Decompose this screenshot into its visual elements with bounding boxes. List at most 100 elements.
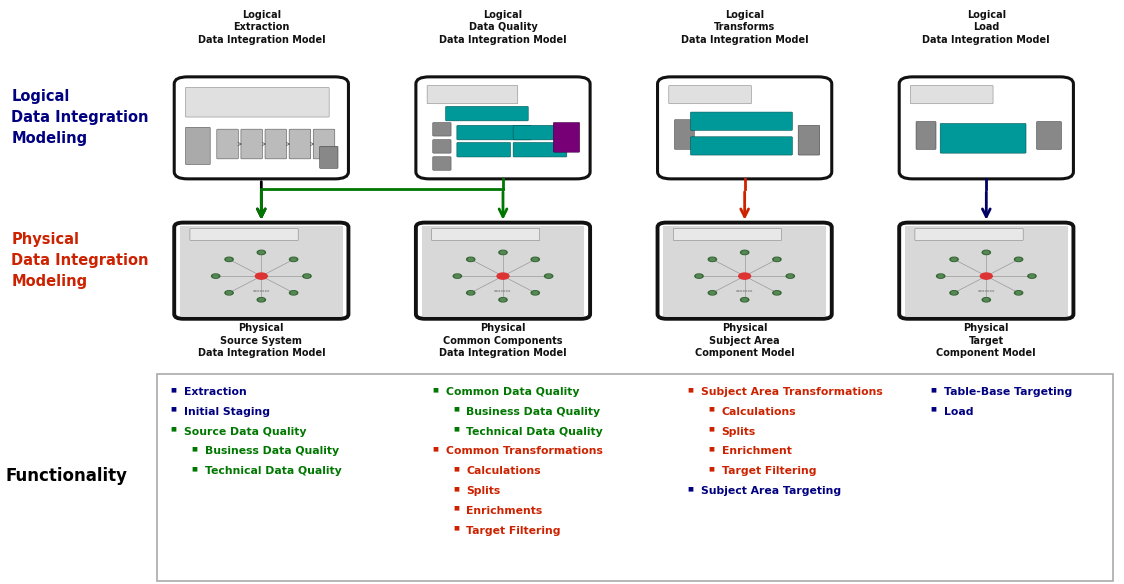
Circle shape <box>708 257 716 262</box>
Text: xxxxxxx: xxxxxxx <box>978 289 995 293</box>
FancyBboxPatch shape <box>514 142 566 157</box>
FancyBboxPatch shape <box>416 223 590 319</box>
Text: ■: ■ <box>191 446 197 451</box>
Circle shape <box>500 251 506 253</box>
Circle shape <box>305 275 309 277</box>
Text: xxxxxxx: xxxxxxx <box>495 289 511 293</box>
Circle shape <box>697 275 701 277</box>
Circle shape <box>302 274 311 278</box>
FancyBboxPatch shape <box>916 121 936 150</box>
Circle shape <box>788 275 792 277</box>
Circle shape <box>708 291 716 295</box>
Circle shape <box>499 298 507 302</box>
Text: ■: ■ <box>453 526 459 531</box>
FancyBboxPatch shape <box>456 142 510 157</box>
FancyBboxPatch shape <box>553 123 580 152</box>
FancyBboxPatch shape <box>433 123 451 136</box>
Text: Subject Area Targeting: Subject Area Targeting <box>701 486 842 496</box>
Circle shape <box>469 258 473 260</box>
Text: ■: ■ <box>171 426 176 432</box>
Text: Business Data Quality: Business Data Quality <box>205 446 338 457</box>
Text: ■: ■ <box>191 466 197 471</box>
Text: ■: ■ <box>453 486 459 491</box>
Text: Source Data Quality: Source Data Quality <box>184 426 307 437</box>
Circle shape <box>227 258 232 260</box>
Text: Logical
Load
Data Integration Model: Logical Load Data Integration Model <box>923 10 1050 45</box>
Circle shape <box>532 291 540 295</box>
Circle shape <box>453 274 462 278</box>
Text: Common Transformations: Common Transformations <box>446 446 604 457</box>
Circle shape <box>211 274 220 278</box>
Text: ■: ■ <box>708 466 714 471</box>
Circle shape <box>952 258 957 260</box>
Text: Calculations: Calculations <box>466 466 541 476</box>
Circle shape <box>227 291 232 294</box>
Circle shape <box>982 298 990 302</box>
Text: Physical
Subject Area
Component Model: Physical Subject Area Component Model <box>695 324 795 358</box>
Text: Load: Load <box>944 407 973 417</box>
Circle shape <box>742 298 747 301</box>
Text: Initial Staging: Initial Staging <box>184 407 271 417</box>
Text: ■: ■ <box>453 466 459 471</box>
FancyBboxPatch shape <box>433 157 451 171</box>
Text: ■: ■ <box>453 506 459 511</box>
Text: Physical
Source System
Data Integration Model: Physical Source System Data Integration … <box>198 324 325 358</box>
Circle shape <box>1016 291 1021 294</box>
FancyBboxPatch shape <box>690 112 792 130</box>
Circle shape <box>291 258 296 260</box>
Circle shape <box>500 298 506 301</box>
Circle shape <box>290 257 298 262</box>
Text: Technical Data Quality: Technical Data Quality <box>466 426 604 437</box>
Text: ■: ■ <box>931 407 936 412</box>
FancyBboxPatch shape <box>899 77 1073 179</box>
Circle shape <box>936 274 945 278</box>
FancyBboxPatch shape <box>433 140 451 153</box>
Circle shape <box>950 257 958 262</box>
Circle shape <box>214 275 218 277</box>
FancyBboxPatch shape <box>905 225 1068 316</box>
FancyBboxPatch shape <box>289 129 310 159</box>
FancyBboxPatch shape <box>174 77 348 179</box>
Circle shape <box>773 291 781 295</box>
Text: ■: ■ <box>453 426 459 432</box>
Circle shape <box>469 291 473 294</box>
Circle shape <box>533 291 537 294</box>
FancyBboxPatch shape <box>265 129 287 159</box>
Text: ■: ■ <box>688 486 694 491</box>
Text: Extraction: Extraction <box>184 387 247 397</box>
Circle shape <box>980 273 992 279</box>
FancyBboxPatch shape <box>674 120 695 150</box>
Text: Common Data Quality: Common Data Quality <box>446 387 580 397</box>
Circle shape <box>255 273 268 279</box>
Circle shape <box>982 251 990 255</box>
Circle shape <box>710 258 715 260</box>
FancyBboxPatch shape <box>673 228 781 241</box>
Text: Calculations: Calculations <box>722 407 796 417</box>
Text: ■: ■ <box>433 387 438 392</box>
Circle shape <box>952 291 957 294</box>
FancyBboxPatch shape <box>690 137 792 155</box>
Text: ■: ■ <box>171 387 176 392</box>
Circle shape <box>950 291 958 295</box>
Circle shape <box>742 251 747 253</box>
Text: Business Data Quality: Business Data Quality <box>466 407 600 417</box>
Text: Physical
Data Integration
Modeling: Physical Data Integration Modeling <box>11 232 148 289</box>
Circle shape <box>291 291 296 294</box>
FancyBboxPatch shape <box>663 225 826 316</box>
Circle shape <box>259 298 264 301</box>
FancyBboxPatch shape <box>456 126 532 140</box>
Circle shape <box>695 274 704 278</box>
Circle shape <box>257 251 265 255</box>
FancyBboxPatch shape <box>217 129 238 159</box>
Circle shape <box>984 298 989 301</box>
Circle shape <box>786 274 795 278</box>
Circle shape <box>1015 257 1023 262</box>
Circle shape <box>290 291 298 295</box>
Text: Splits: Splits <box>466 486 500 496</box>
Text: xxxxxxx: xxxxxxx <box>736 289 753 293</box>
FancyBboxPatch shape <box>432 228 540 241</box>
Text: ■: ■ <box>171 407 176 412</box>
FancyBboxPatch shape <box>314 129 335 159</box>
FancyBboxPatch shape <box>940 123 1026 153</box>
Circle shape <box>225 291 233 295</box>
